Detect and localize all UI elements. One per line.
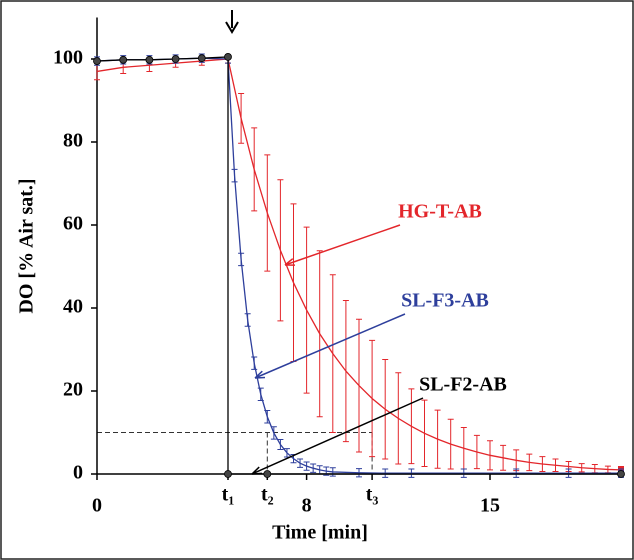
- y-tick-label: 100: [53, 47, 83, 69]
- y-tick-label: 60: [63, 213, 83, 235]
- y-axis-label: DO [% Air sat.]: [16, 178, 38, 313]
- pointer-arrow: [251, 397, 424, 475]
- series-label: SL-F3-AB: [401, 290, 489, 312]
- series-label: HG-T-AB: [398, 201, 482, 223]
- event-arrow: [225, 10, 239, 34]
- x-tick-label: t₁: [222, 484, 235, 506]
- pointer-arrow: [284, 224, 401, 266]
- x-tick-label: t₂: [261, 484, 274, 506]
- x-tick-label: 0: [92, 495, 102, 517]
- marker: [171, 55, 180, 63]
- x-tick-label: 8: [302, 495, 312, 517]
- x-axis-label: Time [min]: [272, 522, 368, 544]
- marker: [224, 53, 232, 61]
- y-tick-label: 0: [73, 462, 83, 484]
- marker: [617, 470, 625, 478]
- marker: [93, 57, 101, 65]
- pointer-arrow: [254, 313, 406, 379]
- x-tick-label: 15: [480, 495, 500, 517]
- series-line: [96, 58, 622, 471]
- y-tick-label: 40: [63, 296, 83, 318]
- marker: [145, 55, 154, 64]
- y-tick-label: 80: [63, 130, 83, 152]
- y-tick-label: 20: [63, 379, 83, 401]
- marker: [224, 470, 232, 478]
- x-tick-label: t₃: [366, 484, 379, 506]
- marker: [263, 470, 272, 478]
- marker: [119, 55, 128, 64]
- series-label: SL-F2-AB: [419, 374, 507, 396]
- marker: [197, 54, 206, 63]
- series-line: [96, 57, 621, 474]
